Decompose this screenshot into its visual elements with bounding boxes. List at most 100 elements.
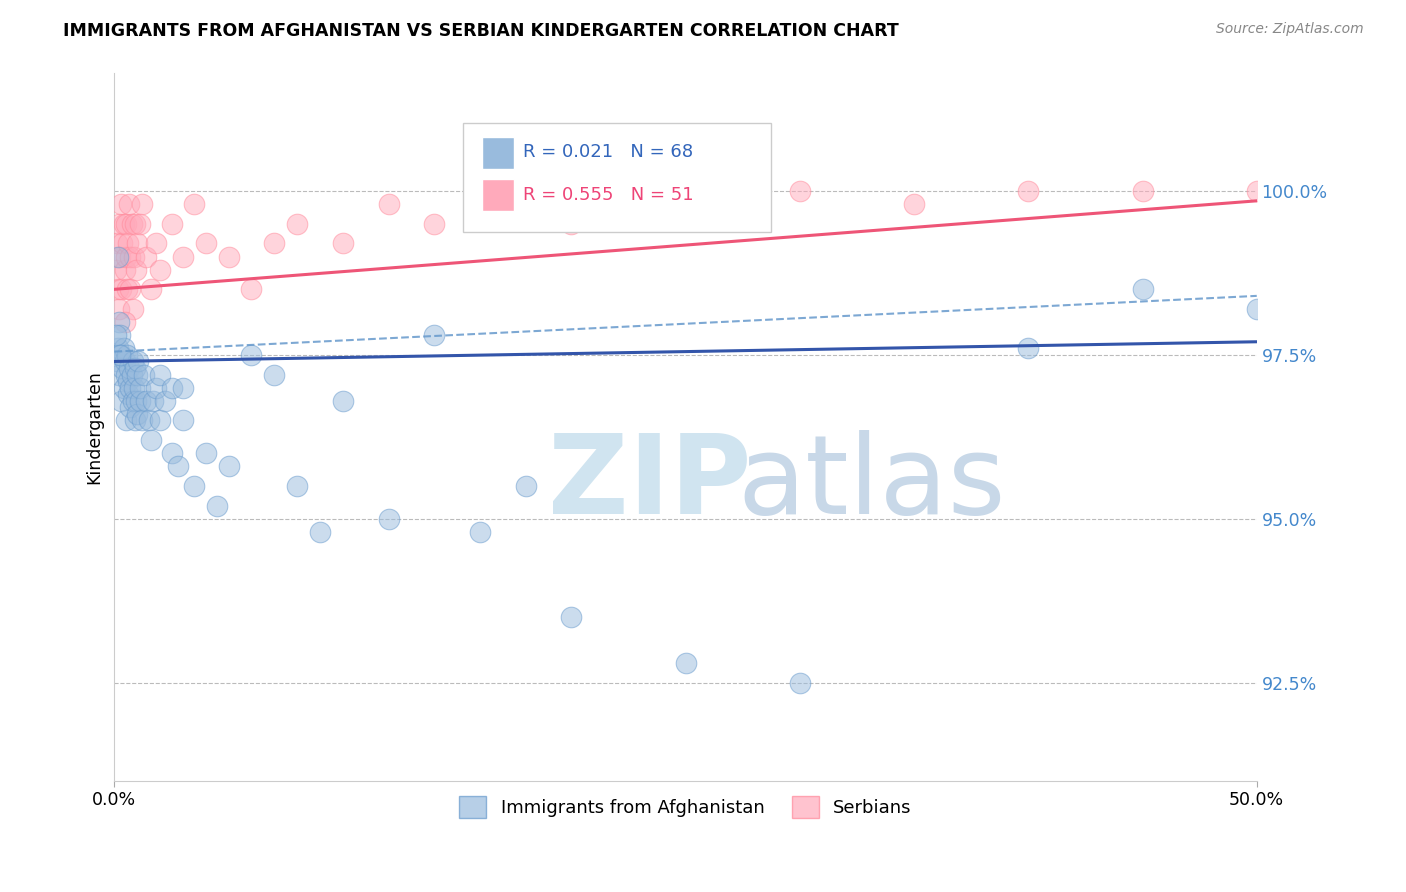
Point — [127, 236, 149, 251]
Point — [131, 413, 153, 427]
Point — [285, 217, 308, 231]
FancyBboxPatch shape — [463, 122, 772, 232]
Y-axis label: Kindergarten: Kindergarten — [86, 370, 103, 484]
Point — [263, 236, 285, 251]
Point — [468, 184, 491, 198]
Point — [1017, 341, 1039, 355]
Point — [132, 368, 155, 382]
Point — [115, 282, 138, 296]
Point — [104, 328, 127, 343]
Point — [114, 413, 136, 427]
Point — [1017, 184, 1039, 198]
Point — [108, 348, 131, 362]
Point — [172, 250, 194, 264]
Point — [160, 381, 183, 395]
Point — [332, 393, 354, 408]
Point — [115, 348, 138, 362]
Point — [515, 479, 537, 493]
Point — [377, 512, 399, 526]
Point — [423, 328, 446, 343]
Point — [149, 368, 172, 382]
Point — [108, 328, 131, 343]
Point — [194, 236, 217, 251]
Point — [139, 282, 162, 296]
Point — [377, 197, 399, 211]
Point — [138, 413, 160, 427]
Point — [183, 479, 205, 493]
Point — [1132, 282, 1154, 296]
Point — [121, 354, 143, 368]
Point — [111, 236, 134, 251]
Point — [127, 368, 149, 382]
Legend: Immigrants from Afghanistan, Serbians: Immigrants from Afghanistan, Serbians — [453, 789, 920, 825]
Point — [118, 197, 141, 211]
Point — [105, 354, 128, 368]
Point — [120, 250, 142, 264]
Point — [108, 315, 131, 329]
Point — [104, 262, 127, 277]
Point — [124, 217, 146, 231]
Point — [112, 341, 135, 355]
Point — [108, 301, 131, 316]
Point — [110, 348, 132, 362]
Point — [110, 197, 132, 211]
Point — [117, 387, 139, 401]
Point — [114, 354, 136, 368]
Point — [1246, 301, 1268, 316]
Point — [263, 368, 285, 382]
Point — [110, 393, 132, 408]
Point — [183, 197, 205, 211]
Bar — [482, 136, 515, 169]
Point — [107, 282, 129, 296]
Point — [423, 217, 446, 231]
Point — [131, 197, 153, 211]
Point — [124, 413, 146, 427]
Point — [122, 250, 145, 264]
Point — [194, 446, 217, 460]
Point — [118, 361, 141, 376]
Point — [114, 368, 136, 382]
Point — [121, 393, 143, 408]
Point — [114, 250, 136, 264]
Point — [108, 250, 131, 264]
Point — [515, 197, 537, 211]
Point — [309, 524, 332, 539]
Point — [240, 348, 263, 362]
Point — [120, 282, 142, 296]
Point — [218, 250, 240, 264]
Point — [125, 262, 148, 277]
Point — [107, 250, 129, 264]
Point — [121, 368, 143, 382]
Point — [167, 459, 190, 474]
Point — [135, 250, 157, 264]
Point — [128, 393, 150, 408]
Point — [145, 381, 167, 395]
Point — [121, 217, 143, 231]
Point — [149, 413, 172, 427]
Point — [1132, 184, 1154, 198]
Point — [135, 393, 157, 408]
Point — [560, 610, 582, 624]
Point — [127, 407, 149, 421]
Point — [114, 217, 136, 231]
Point — [128, 217, 150, 231]
Point — [675, 197, 697, 211]
Point — [332, 236, 354, 251]
Text: IMMIGRANTS FROM AFGHANISTAN VS SERBIAN KINDERGARTEN CORRELATION CHART: IMMIGRANTS FROM AFGHANISTAN VS SERBIAN K… — [63, 22, 898, 40]
Point — [112, 217, 135, 231]
Bar — [482, 179, 515, 211]
Point — [105, 236, 128, 251]
Point — [112, 381, 135, 395]
Point — [122, 381, 145, 395]
Point — [120, 381, 142, 395]
Point — [117, 374, 139, 388]
Point — [145, 236, 167, 251]
Point — [114, 262, 136, 277]
Point — [142, 393, 165, 408]
Point — [160, 446, 183, 460]
Point — [108, 217, 131, 231]
Point — [468, 524, 491, 539]
Point — [240, 282, 263, 296]
Point — [117, 236, 139, 251]
Text: R = 0.021   N = 68: R = 0.021 N = 68 — [523, 144, 693, 161]
